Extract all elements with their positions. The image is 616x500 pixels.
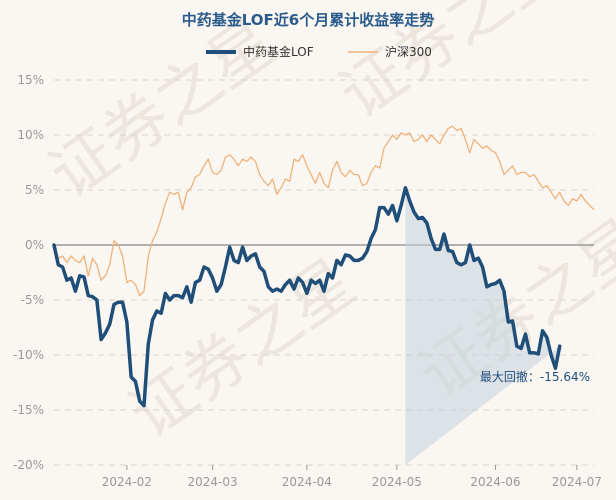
chart-title: 中药基金LOF近6个月累计收益率走势: [182, 11, 434, 29]
series-lines: [52, 125, 595, 408]
series-line-fund: [52, 186, 562, 408]
y-tick-label: 0%: [25, 238, 44, 252]
y-tick-label: -5%: [21, 293, 44, 307]
y-tick-label: -20%: [13, 458, 44, 472]
drawdown-layer: 最大回撤：-15.64%: [405, 187, 590, 466]
x-axis-ticks: 2024-02 2024-03 2024-04 2024-05 2024-06 2024-…: [102, 465, 602, 489]
y-tick-label: -10%: [13, 348, 44, 362]
max-drawdown-label: 最大回撤：-15.64%: [480, 369, 590, 384]
watermark-text-0: 证券之星: [37, 6, 289, 213]
x-tick-label: 2024-02: [102, 475, 152, 489]
x-tick-label: 2024-06: [470, 475, 520, 489]
legend: 中药基金LOF 沪深300: [206, 44, 432, 59]
y-tick-label: 10%: [17, 128, 44, 142]
grid: [54, 79, 594, 466]
y-axis-ticks: -20% -15% -10% -5% 0% 5% 10% 15%: [13, 73, 44, 472]
x-tick-label: 2024-05: [372, 475, 422, 489]
series-line-hs300: [53, 125, 595, 297]
y-tick-label: -15%: [13, 403, 44, 417]
y-tick-label: 15%: [17, 73, 44, 87]
legend-label-index: 沪深300: [385, 45, 432, 59]
x-tick-label: 2024-03: [188, 475, 238, 489]
x-tick-label: 2024-07: [552, 475, 602, 489]
x-tick-label: 2024-04: [282, 475, 332, 489]
y-tick-label: 5%: [25, 183, 44, 197]
max-drawdown-area: [405, 187, 560, 466]
legend-label-fund: 中药基金LOF: [243, 44, 314, 59]
